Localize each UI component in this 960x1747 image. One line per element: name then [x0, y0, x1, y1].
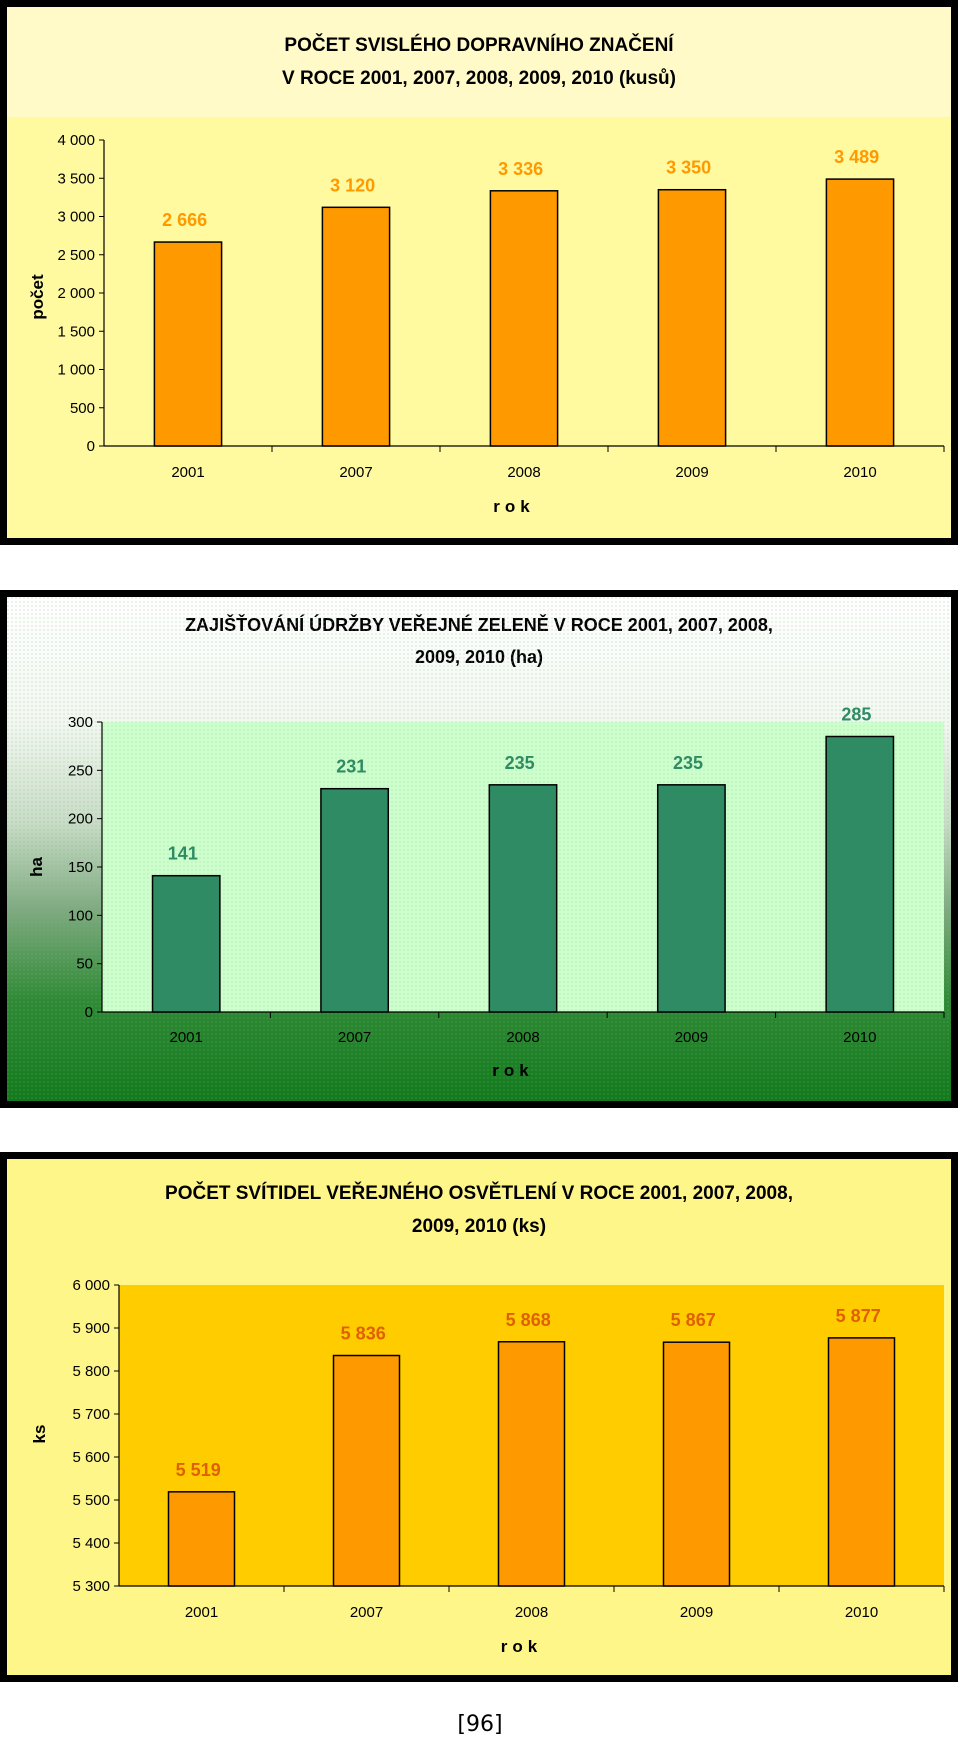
x-tick-label: 2010: [845, 1604, 878, 1621]
y-tick-label: 1 000: [57, 362, 95, 379]
y-axis-label: ks: [30, 1425, 49, 1444]
y-tick-label: 150: [68, 859, 93, 876]
y-tick-label: 2 500: [57, 247, 95, 264]
chart-title: POČET SVISLÉHO DOPRAVNÍHO ZNAČENÍ: [284, 34, 674, 56]
y-tick-label: 5 600: [72, 1449, 110, 1466]
bar: [321, 206, 391, 447]
bar: [662, 1341, 731, 1587]
x-axis-label: rok: [501, 1637, 542, 1656]
y-tick-label: 3 500: [57, 170, 95, 187]
x-tick-label: 2001: [185, 1604, 218, 1621]
title-band: [7, 7, 951, 117]
bar: [825, 735, 895, 1013]
y-tick-label: 5 400: [72, 1535, 110, 1552]
bar: [656, 784, 726, 1013]
data-label: 235: [505, 753, 535, 773]
data-label: 5 519: [176, 1460, 221, 1480]
bar: [320, 787, 390, 1013]
y-tick-label: 0: [85, 1004, 93, 1021]
y-tick-label: 3 000: [57, 209, 95, 226]
data-label: 285: [841, 705, 871, 725]
data-label: 3 336: [498, 159, 543, 179]
chart-title: POČET SVÍTIDEL VEŘEJNÉHO OSVĚTLENÍ V ROC…: [165, 1182, 793, 1204]
data-label: 3 350: [666, 158, 711, 178]
bar: [151, 874, 221, 1013]
chart-greenery-maintenance-svg: ZAJIŠŤOVÁNÍ ÚDRŽBY VEŘEJNÉ ZELENĚ V ROCE…: [7, 597, 951, 1101]
x-tick-label: 2010: [843, 464, 876, 481]
chart-subtitle: V ROCE 2001, 2007, 2008, 2009, 2010 (kus…: [282, 68, 676, 89]
x-tick-label: 2008: [507, 464, 540, 481]
data-label: 5 836: [341, 1324, 386, 1344]
chart-traffic-signs-svg: POČET SVISLÉHO DOPRAVNÍHO ZNAČENÍ V ROCE …: [7, 7, 951, 516]
chart-street-lights: POČET SVÍTIDEL VEŘEJNÉHO OSVĚTLENÍ V ROC…: [0, 1152, 958, 1682]
x-tick-label: 2010: [843, 1029, 876, 1046]
x-tick-label: 2009: [680, 1604, 713, 1621]
chart-greenery-maintenance: ZAJIŠŤOVÁNÍ ÚDRŽBY VEŘEJNÉ ZELENĚ V ROCE…: [0, 590, 958, 1108]
x-tick-label: 2001: [170, 1029, 203, 1046]
chart-street-lights-svg: POČET SVÍTIDEL VEŘEJNÉHO OSVĚTLENÍ V ROC…: [30, 1182, 945, 1656]
y-tick-label: 6 000: [72, 1277, 110, 1294]
data-label: 3 489: [834, 147, 879, 167]
x-tick-label: 2007: [338, 1029, 371, 1046]
x-tick-label: 2009: [675, 1029, 708, 1046]
y-tick-label: 300: [68, 714, 93, 731]
data-label: 231: [336, 757, 366, 777]
bar: [497, 1341, 566, 1587]
y-tick-label: 5 800: [72, 1363, 110, 1380]
y-tick-label: 500: [70, 400, 95, 417]
x-tick-label: 2008: [506, 1029, 539, 1046]
y-tick-label: 250: [68, 762, 93, 779]
chart-subtitle: 2009, 2010 (ks): [412, 1216, 546, 1237]
x-tick-label: 2008: [515, 1604, 548, 1621]
bar: [488, 784, 558, 1013]
y-tick-label: 50: [76, 956, 93, 973]
y-tick-label: 5 500: [72, 1492, 110, 1509]
bar: [153, 241, 223, 447]
bar: [332, 1354, 401, 1587]
bar: [167, 1491, 236, 1587]
y-axis-label: ha: [27, 857, 46, 877]
bar: [657, 188, 727, 447]
y-tick-label: 5 700: [72, 1406, 110, 1423]
bar: [825, 178, 895, 447]
chart-traffic-signs: POČET SVISLÉHO DOPRAVNÍHO ZNAČENÍ V ROCE …: [0, 0, 958, 545]
data-label: 141: [168, 844, 198, 864]
y-tick-label: 5 300: [72, 1578, 110, 1595]
page-number: [96]: [457, 1712, 503, 1737]
y-tick-label: 5 900: [72, 1320, 110, 1337]
y-tick-label: 2 000: [57, 285, 95, 302]
x-axis-label: rok: [492, 1061, 533, 1080]
y-tick-label: 0: [87, 438, 95, 455]
x-tick-label: 2007: [339, 464, 372, 481]
y-axis-label: počet: [28, 274, 47, 320]
data-label: 3 120: [330, 175, 375, 195]
data-label: 2 666: [162, 210, 207, 230]
data-label: 5 867: [671, 1310, 716, 1330]
y-tick-label: 100: [68, 907, 93, 924]
y-tick-label: 200: [68, 811, 93, 828]
x-tick-label: 2001: [171, 464, 204, 481]
data-label: 5 877: [836, 1306, 881, 1326]
y-tick-label: 4 000: [57, 132, 95, 149]
bar: [827, 1337, 896, 1587]
x-axis-label: rok: [493, 497, 534, 516]
bar: [489, 190, 559, 447]
y-tick-label: 1 500: [57, 323, 95, 340]
data-label: 235: [673, 753, 703, 773]
data-label: 5 868: [506, 1310, 551, 1330]
x-tick-label: 2007: [350, 1604, 383, 1621]
x-tick-label: 2009: [675, 464, 708, 481]
